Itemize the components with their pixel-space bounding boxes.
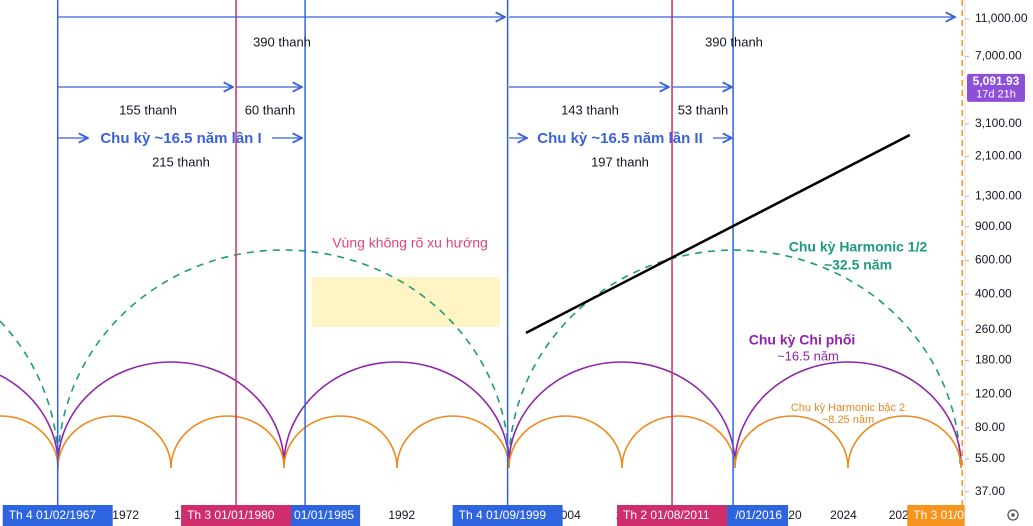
bar-count: 390 thanh	[253, 34, 311, 49]
harmonic-half-period: ~32.5 năm	[824, 257, 892, 273]
x-tick-label: 2024	[830, 508, 857, 522]
y-tick-label: 260.00	[975, 322, 1012, 336]
event-date-label: Th 4 01/09/1999	[459, 508, 547, 522]
y-tick-label: 80.00	[975, 420, 1005, 434]
last-price-box	[967, 73, 1025, 102]
annotations: 390 thanh 390 thanh 155 thanh 60 thanh 1…	[58, 17, 955, 426]
event-date-box	[452, 505, 563, 526]
zone-layer	[312, 276, 500, 328]
x-tick-label: 1992	[388, 508, 415, 522]
harmonic-half-arc	[0, 249, 961, 466]
x-tick-label: 1972	[112, 508, 139, 522]
y-tick-label: 37.00	[975, 484, 1005, 498]
y-tick-label: 600.00	[975, 253, 1012, 267]
event-date-label: /01/2016	[735, 508, 782, 522]
bar-count: 215 thanh	[152, 154, 210, 169]
y-tick-label: 3,100.00	[975, 116, 1022, 130]
dominant-arc	[0, 361, 962, 466]
bar-count: 390 thanh	[705, 34, 763, 49]
bar-count: 53 thanh	[678, 102, 729, 117]
y-tick-label: 400.00	[975, 286, 1012, 300]
y-tick-label: 7,000.00	[975, 49, 1022, 63]
zone-label: Vùng không rõ xu hướng	[332, 235, 488, 251]
event-date-label: Th 3 01/01/1980	[187, 508, 275, 522]
bar-count: 143 thanh	[561, 102, 619, 117]
dominant-period: ~16.5 năm	[777, 348, 839, 363]
price-layer	[525, 133, 911, 334]
dominant-label: Chu kỳ Chi phối	[749, 332, 856, 348]
event-date-box	[2, 505, 113, 526]
sideways-zone	[312, 276, 500, 328]
x-tick-label: 202	[889, 508, 909, 522]
y-tick-label: 900.00	[975, 219, 1012, 233]
trend-line	[525, 133, 911, 334]
event-date-label: Th 2 01/08/2011	[623, 508, 710, 522]
y-tick-label: 11,000.00	[975, 11, 1028, 25]
event-date-label: Th 3 01/0	[913, 508, 964, 522]
harmonic-2-label: Chu kỳ Harmonic bậc 2	[791, 402, 905, 414]
harmonic-2-period: ~8.25 năm	[822, 414, 874, 426]
last-price-label: 5,091.93	[973, 74, 1020, 88]
bar-count: 155 thanh	[119, 102, 177, 117]
cycle-arcs	[0, 249, 962, 469]
bar-count: 60 thanh	[245, 102, 296, 117]
y-tick-label: 1,300.00	[975, 188, 1022, 202]
x-axis: 197219199220042020202024202Th 4 01/02/19…	[0, 505, 1018, 526]
harmonic-2-arc	[0, 415, 962, 469]
event-lines	[56, 0, 963, 505]
settings-icon[interactable]	[1007, 509, 1019, 521]
event-date-box	[181, 505, 292, 526]
bar-countdown: 17d 21h	[976, 89, 1016, 101]
harmonic-half-label: Chu kỳ Harmonic 1/2	[789, 239, 928, 255]
y-tick-label: 2,100.00	[975, 149, 1022, 163]
y-axis: 37.00 55.00 80.00 120.00 180.00 260.00 400.00 6…	[964, 0, 1033, 526]
cycle-label: Chu kỳ ~16.5 năm lần I	[100, 130, 261, 147]
bar-count: 197 thanh	[591, 154, 649, 169]
event-date-label: 01/01/1985	[294, 508, 354, 522]
y-tick-label: 120.00	[975, 386, 1012, 400]
y-tick-label: 55.00	[975, 451, 1005, 465]
y-tick-label: 180.00	[975, 353, 1012, 367]
cycle-label: Chu kỳ ~16.5 năm lần II	[537, 130, 702, 147]
event-date-label: Th 4 01/02/1967	[9, 508, 97, 522]
event-date-box	[617, 505, 728, 526]
settings-icon-dot	[1011, 513, 1015, 517]
